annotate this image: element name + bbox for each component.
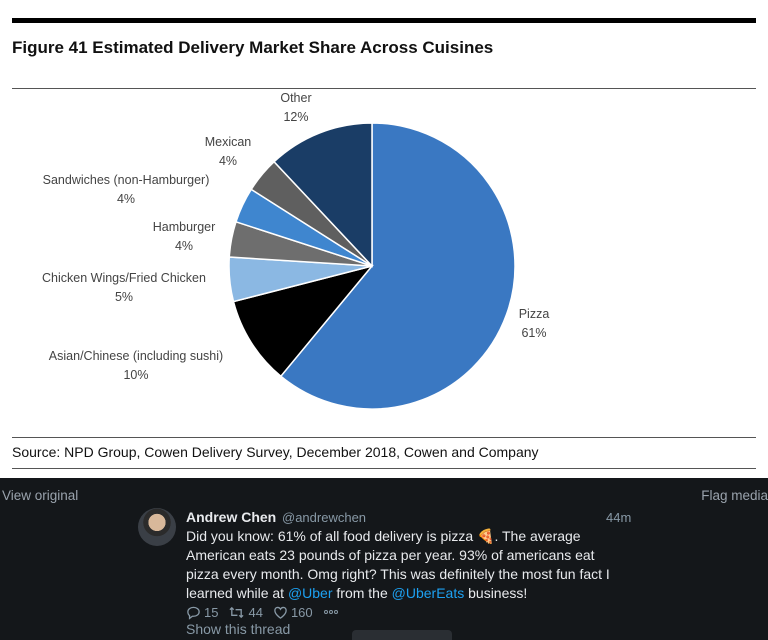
- reply-count: 15: [204, 604, 219, 620]
- flag-media-link[interactable]: Flag media: [701, 488, 768, 503]
- reply-button[interactable]: 15: [186, 605, 218, 620]
- slice-label: Asian/Chinese (including sushi): [49, 349, 223, 363]
- retweet-icon: [229, 606, 244, 618]
- pie-chart: Pizza 61% Asian/Chinese (including sushi) 1…: [42, 91, 550, 410]
- tweet-text-part: Did you know: 61% of all food delivery i…: [186, 528, 610, 601]
- pie-slice: [279, 122, 516, 410]
- slice-value-label: 12%: [283, 110, 308, 124]
- source-bottom-rule: [12, 468, 756, 469]
- slice-value-label: 5%: [115, 290, 133, 304]
- more-button[interactable]: [323, 608, 339, 616]
- pie-slice: [273, 122, 373, 268]
- figure-source: Source: NPD Group, Cowen Delivery Survey…: [12, 444, 539, 460]
- slice-value-label: 4%: [175, 239, 193, 253]
- reply-icon: [187, 606, 200, 620]
- show-thread-link[interactable]: Show this thread: [186, 621, 291, 637]
- tweet-actions: 15 44 160: [186, 603, 339, 621]
- slice-value-label: 4%: [117, 192, 135, 206]
- slice-value-label: 10%: [123, 368, 148, 382]
- like-icon: [274, 606, 287, 619]
- mention-uber[interactable]: @Uber: [287, 585, 333, 601]
- mention-ubereats[interactable]: @UberEats: [391, 585, 465, 601]
- title-rule: [12, 88, 756, 89]
- slice-label: Chicken Wings/Fried Chicken: [42, 271, 206, 285]
- tweet-text-part: business!: [464, 585, 528, 601]
- retweet-button[interactable]: 44: [228, 604, 263, 620]
- figure-title: Figure 41 Estimated Delivery Market Shar…: [12, 38, 494, 57]
- bottom-handle: [352, 630, 452, 640]
- view-original-link[interactable]: View original: [2, 488, 79, 503]
- more-icon: [323, 610, 338, 614]
- slice-label: Pizza: [519, 307, 550, 321]
- slice-label: Sandwiches (non-Hamburger): [43, 173, 210, 187]
- avatar[interactable]: [138, 508, 176, 546]
- figure-card: Figure 41 Estimated Delivery Market Shar…: [0, 0, 768, 478]
- author-handle[interactable]: @andrewchen: [282, 510, 367, 525]
- slice-value-label: 61%: [521, 326, 546, 340]
- tweet-timestamp[interactable]: 44m: [606, 510, 632, 525]
- slice-label: Mexican: [205, 135, 252, 149]
- like-button[interactable]: 160: [273, 605, 313, 620]
- pie-slice: [232, 264, 375, 378]
- slice-label: Hamburger: [153, 220, 216, 234]
- slice-label: Other: [280, 91, 311, 105]
- slice-value-label: 4%: [219, 154, 237, 168]
- like-count: 160: [290, 604, 313, 620]
- tweet-text-part: from the: [332, 585, 392, 601]
- retweet-count: 44: [248, 604, 263, 620]
- source-top-rule: [12, 437, 756, 438]
- author-name[interactable]: Andrew Chen: [186, 509, 277, 525]
- top-rule: [12, 18, 756, 23]
- tweet-text: Did you know: 61% of all food delivery i…: [186, 527, 626, 603]
